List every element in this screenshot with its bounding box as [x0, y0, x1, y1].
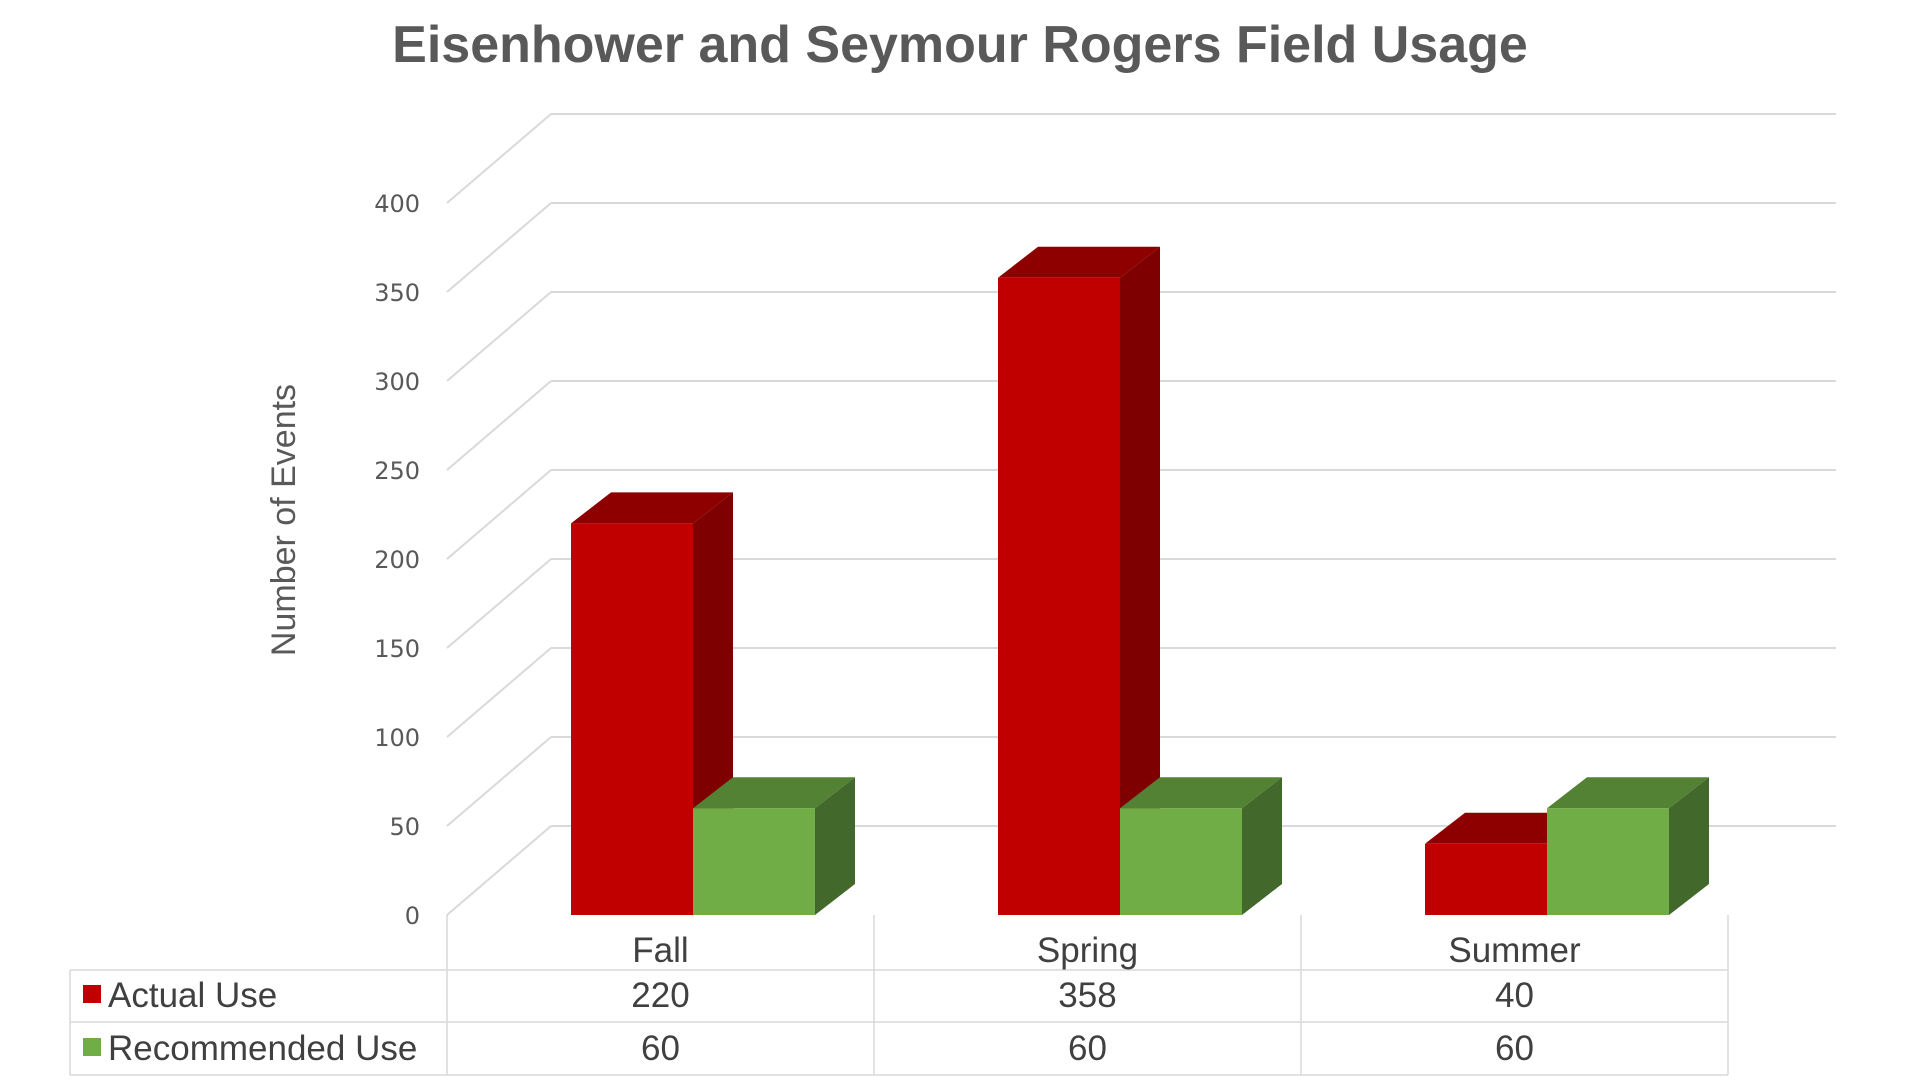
- bar-front-face: [998, 277, 1120, 915]
- bar-top-face: [1425, 812, 1587, 844]
- y-axis-label: Number of Events: [265, 384, 303, 656]
- y-tick-label: 150: [374, 635, 420, 663]
- bar-side-face: [1242, 777, 1282, 915]
- bar-side-face: [815, 777, 855, 915]
- side-gridline: [446, 469, 552, 560]
- data-label: 40: [1495, 976, 1534, 1015]
- side-gridline: [446, 113, 552, 204]
- side-gridline: [446, 647, 552, 738]
- side-gridline: [446, 825, 552, 916]
- gridlines: [446, 113, 1836, 916]
- side-gridline: [446, 736, 552, 827]
- bar-side-face: [1120, 246, 1160, 915]
- legend-key: [83, 985, 101, 1003]
- y-tick-label: 100: [374, 724, 420, 752]
- y-tick-label: 50: [389, 813, 420, 841]
- legend-entry: Actual Use: [108, 976, 277, 1015]
- legend-key: [83, 1038, 101, 1056]
- y-axis-ticks: 0 50 100 150 200 250 300 350 400: [374, 190, 420, 930]
- y-tick-label: 300: [374, 368, 420, 396]
- data-label: 220: [631, 976, 689, 1015]
- chart-title: Eisenhower and Seymour Rogers Field Usag…: [392, 16, 1528, 74]
- bar-front-face: [1425, 843, 1547, 915]
- side-gridline: [446, 291, 552, 382]
- category-label: Summer: [1448, 931, 1581, 970]
- bar: [998, 246, 1160, 915]
- bar-front-face: [571, 523, 693, 915]
- y-tick-label: 400: [374, 190, 420, 218]
- category-label: Spring: [1037, 931, 1138, 970]
- bar-side-face: [1669, 777, 1709, 915]
- legend-entry: Recommended Use: [108, 1029, 417, 1068]
- data-label: 358: [1058, 976, 1116, 1015]
- side-gridline: [446, 558, 552, 649]
- data-label: 60: [1495, 1029, 1534, 1068]
- y-tick-label: 250: [374, 457, 420, 485]
- side-gridline: [446, 202, 552, 293]
- bar: [693, 777, 855, 915]
- bar-top-face: [998, 246, 1160, 278]
- y-tick-label: 350: [374, 279, 420, 307]
- data-label: 60: [1068, 1029, 1107, 1068]
- y-tick-label: 0: [405, 902, 420, 930]
- bars: [571, 246, 1709, 915]
- side-gridline: [446, 380, 552, 471]
- bar-front-face: [693, 808, 815, 915]
- data-table: Fall Spring Summer Actual Use 220 358 40 Recomm…: [69, 915, 1729, 1076]
- bar: [1547, 777, 1709, 915]
- bar-top-face: [1547, 777, 1709, 809]
- bar-top-face: [1120, 777, 1282, 809]
- bar: [1120, 777, 1282, 915]
- bar-front-face: [1547, 808, 1669, 915]
- data-label: 60: [641, 1029, 680, 1068]
- category-label: Fall: [632, 931, 688, 970]
- bar-top-face: [571, 492, 733, 524]
- y-tick-label: 200: [374, 546, 420, 574]
- bar-top-face: [693, 777, 855, 809]
- bar-front-face: [1120, 808, 1242, 915]
